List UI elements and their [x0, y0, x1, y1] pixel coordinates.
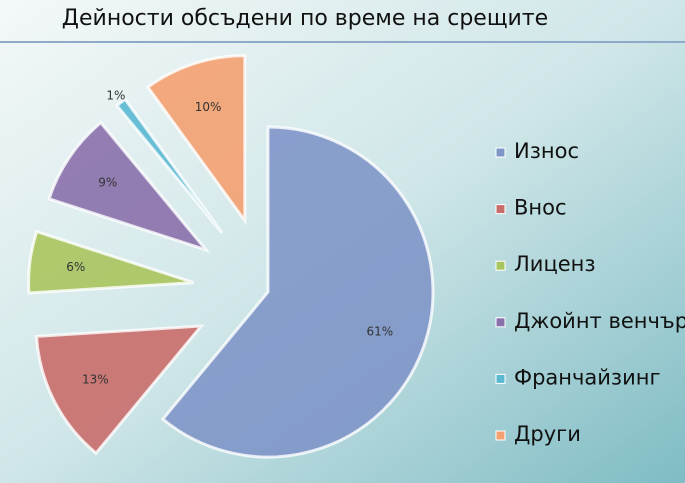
pie-slice — [34, 324, 205, 456]
data-label: 61% — [366, 325, 393, 339]
legend-label: Други — [514, 422, 581, 446]
data-label: 6% — [66, 260, 85, 274]
legend-marker — [495, 317, 506, 328]
data-label: 1% — [106, 88, 125, 102]
legend-label: Износ — [514, 139, 579, 163]
legend-marker — [495, 373, 506, 384]
legend-marker — [495, 204, 506, 215]
legend-marker — [495, 147, 506, 158]
pie-slice — [47, 120, 211, 253]
legend-label: Джойнт венчър — [514, 309, 685, 333]
legend-marker — [495, 260, 506, 271]
data-label: 10% — [195, 100, 222, 114]
pie-slice — [145, 54, 247, 226]
chart-title: Дейности обсъдени по време на срещите — [62, 6, 548, 31]
data-label: 9% — [98, 176, 117, 190]
legend-label: Франчайзинг — [514, 365, 661, 389]
legend-label: Лиценз — [514, 252, 596, 276]
legend-label: Внос — [514, 196, 567, 220]
pie-slice — [114, 97, 224, 234]
legend-marker — [495, 430, 506, 441]
pie-slice — [160, 125, 435, 459]
data-label: 13% — [82, 372, 109, 386]
pie-slice — [27, 229, 195, 295]
